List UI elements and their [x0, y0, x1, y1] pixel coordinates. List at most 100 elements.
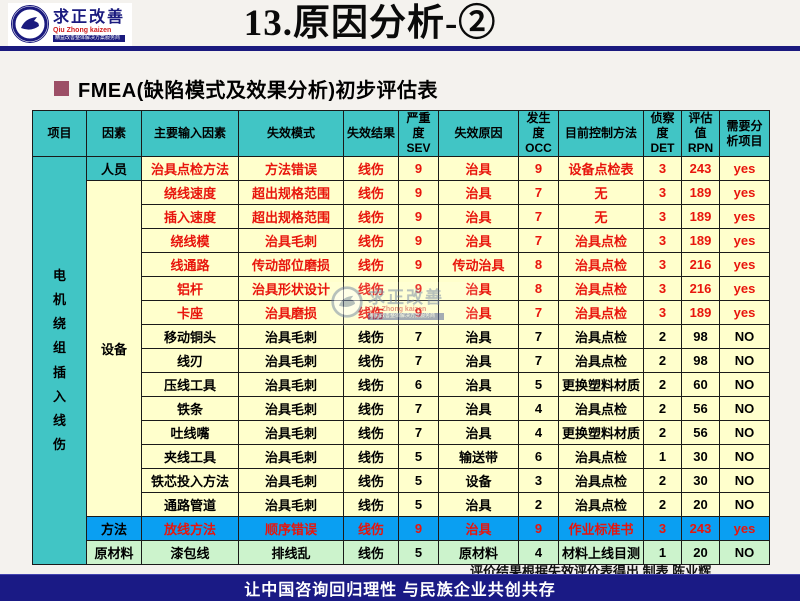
cell-rpn: 189 — [681, 228, 720, 253]
cell-need: yes — [719, 516, 770, 541]
cell-det: 3 — [643, 300, 682, 325]
cell-det: 3 — [643, 276, 682, 301]
cell-occ: 7 — [518, 348, 559, 373]
cell-result: 线伤 — [343, 420, 399, 445]
cell-result: 线伤 — [343, 516, 399, 541]
cell-control: 治具点检 — [558, 444, 644, 469]
column-header: 主要输入因素 — [141, 110, 239, 157]
cell-result: 线伤 — [343, 468, 399, 493]
table-row: 压线工具 治具毛刺 线伤 6 治具 5 更换塑料材质 2 60 NO — [33, 372, 770, 397]
cell-input: 通路管道 — [141, 492, 239, 517]
cell-occ: 3 — [518, 468, 559, 493]
cell-rpn: 216 — [681, 252, 720, 277]
page-title: 13.原因分析-② — [243, 3, 497, 44]
cell-occ: 2 — [518, 492, 559, 517]
section-title: FMEA(缺陷模式及效果分析)初步评估表 — [78, 80, 438, 102]
cell-input: 铁芯投入方法 — [141, 468, 239, 493]
cell-sev: 9 — [398, 228, 439, 253]
cell-sev: 9 — [398, 156, 439, 181]
cell-rpn: 243 — [681, 156, 720, 181]
cell-occ: 7 — [518, 324, 559, 349]
cell-sev: 5 — [398, 540, 439, 565]
cell-cause: 治具 — [438, 492, 519, 517]
table-row: 绕线模 治具毛刺 线伤 9 治具 7 治具点检 3 189 yes — [33, 228, 770, 253]
cell-cause: 治具 — [438, 516, 519, 541]
cell-need: NO — [719, 468, 770, 493]
cell-sev: 5 — [398, 492, 439, 517]
cell-input: 插入速度 — [141, 204, 239, 229]
cell-mode: 治具毛刺 — [238, 492, 344, 517]
cell-rpn: 30 — [681, 468, 720, 493]
cell-result: 线伤 — [343, 492, 399, 517]
cell-mode: 治具毛刺 — [238, 468, 344, 493]
cell-need: NO — [719, 492, 770, 517]
table-row: 夹线工具 治具毛刺 线伤 5 输送带 6 治具点检 1 30 NO — [33, 444, 770, 469]
table-row: 通路管道 治具毛刺 线伤 5 治具 2 治具点检 2 20 NO — [33, 492, 770, 517]
cell-control: 治具点检 — [558, 252, 644, 277]
cell-result: 线伤 — [343, 396, 399, 421]
cell-occ: 9 — [518, 156, 559, 181]
cell-det: 3 — [643, 228, 682, 253]
title-rule — [0, 46, 800, 51]
cell-control: 更换塑料材质 — [558, 420, 644, 445]
cell-det: 2 — [643, 492, 682, 517]
cell-rpn: 98 — [681, 324, 720, 349]
cell-rpn: 189 — [681, 204, 720, 229]
cell-mode: 治具毛刺 — [238, 420, 344, 445]
fmea-table-body: 电 机 绕 组 插 入 线 伤人员 治具点检方法 方法错误 线伤 9 治具 9 设备点检表 3 2… — [32, 156, 770, 565]
cell-rpn: 20 — [681, 540, 720, 565]
column-header: 目前控制方法 — [558, 110, 644, 157]
cell-occ: 9 — [518, 516, 559, 541]
cell-cause: 治具 — [438, 300, 519, 325]
cell-input: 绕线速度 — [141, 180, 239, 205]
cell-result: 线伤 — [343, 444, 399, 469]
table-row: 线通路 传动部位磨损 线伤 9 传动治具 8 治具点检 3 216 yes — [33, 252, 770, 277]
cell-mode: 方法错误 — [238, 156, 344, 181]
cell-cause: 输送带 — [438, 444, 519, 469]
cell-input: 铁条 — [141, 396, 239, 421]
cell-rpn: 30 — [681, 444, 720, 469]
cell-occ: 7 — [518, 300, 559, 325]
cell-mode: 排线乱 — [238, 540, 344, 565]
cell-result: 线伤 — [343, 276, 399, 301]
cell-mode: 治具毛刺 — [238, 228, 344, 253]
table-row: 线刃 治具毛刺 线伤 7 治具 7 治具点检 2 98 NO — [33, 348, 770, 373]
cell-mode: 治具毛刺 — [238, 372, 344, 397]
cell-need: yes — [719, 180, 770, 205]
cell-det: 3 — [643, 180, 682, 205]
cell-mode: 治具毛刺 — [238, 348, 344, 373]
cell-control: 治具点检 — [558, 228, 644, 253]
cell-input: 放线方法 — [141, 516, 239, 541]
cell-result: 线伤 — [343, 372, 399, 397]
cell-mode: 传动部位磨损 — [238, 252, 344, 277]
footer-bar: 让中国咨询回归理性 与民族企业共创共存 — [0, 574, 800, 601]
cell-cause: 设备 — [438, 468, 519, 493]
project-cell: 电 机 绕 组 插 入 线 伤 — [32, 156, 87, 565]
cell-rpn: 243 — [681, 516, 720, 541]
cell-result: 线伤 — [343, 156, 399, 181]
cell-sev: 7 — [398, 324, 439, 349]
fmea-header-row: 项目 因素 主要输入因素 失效模式 失效结果 严重度 SEV 失效原因 发生度 OCC 目前控制… — [32, 110, 770, 157]
cell-sev: 7 — [398, 396, 439, 421]
logo-title: 求正改善 — [53, 9, 126, 26]
cell-occ: 4 — [518, 540, 559, 565]
cell-input: 铝杆 — [141, 276, 239, 301]
section-heading: FMEA(缺陷模式及效果分析)初步评估表 — [54, 74, 438, 103]
column-header: 项目 — [32, 110, 87, 157]
cell-det: 2 — [643, 372, 682, 397]
cell-det: 1 — [643, 540, 682, 565]
cell-cause: 治具 — [438, 324, 519, 349]
cell-cause: 治具 — [438, 180, 519, 205]
cell-result: 线伤 — [343, 300, 399, 325]
column-header: 失效原因 — [438, 110, 519, 157]
cell-need: NO — [719, 444, 770, 469]
cell-det: 2 — [643, 324, 682, 349]
cell-control: 治具点检 — [558, 468, 644, 493]
cell-rpn: 189 — [681, 300, 720, 325]
cell-control: 治具点检 — [558, 348, 644, 373]
cell-sev: 9 — [398, 252, 439, 277]
logo-subtitle: Qiu Zhong kaizen — [53, 27, 112, 34]
cell-need: NO — [719, 348, 770, 373]
table-row: 铁芯投入方法 治具毛刺 线伤 5 设备 3 治具点检 2 30 NO — [33, 468, 770, 493]
